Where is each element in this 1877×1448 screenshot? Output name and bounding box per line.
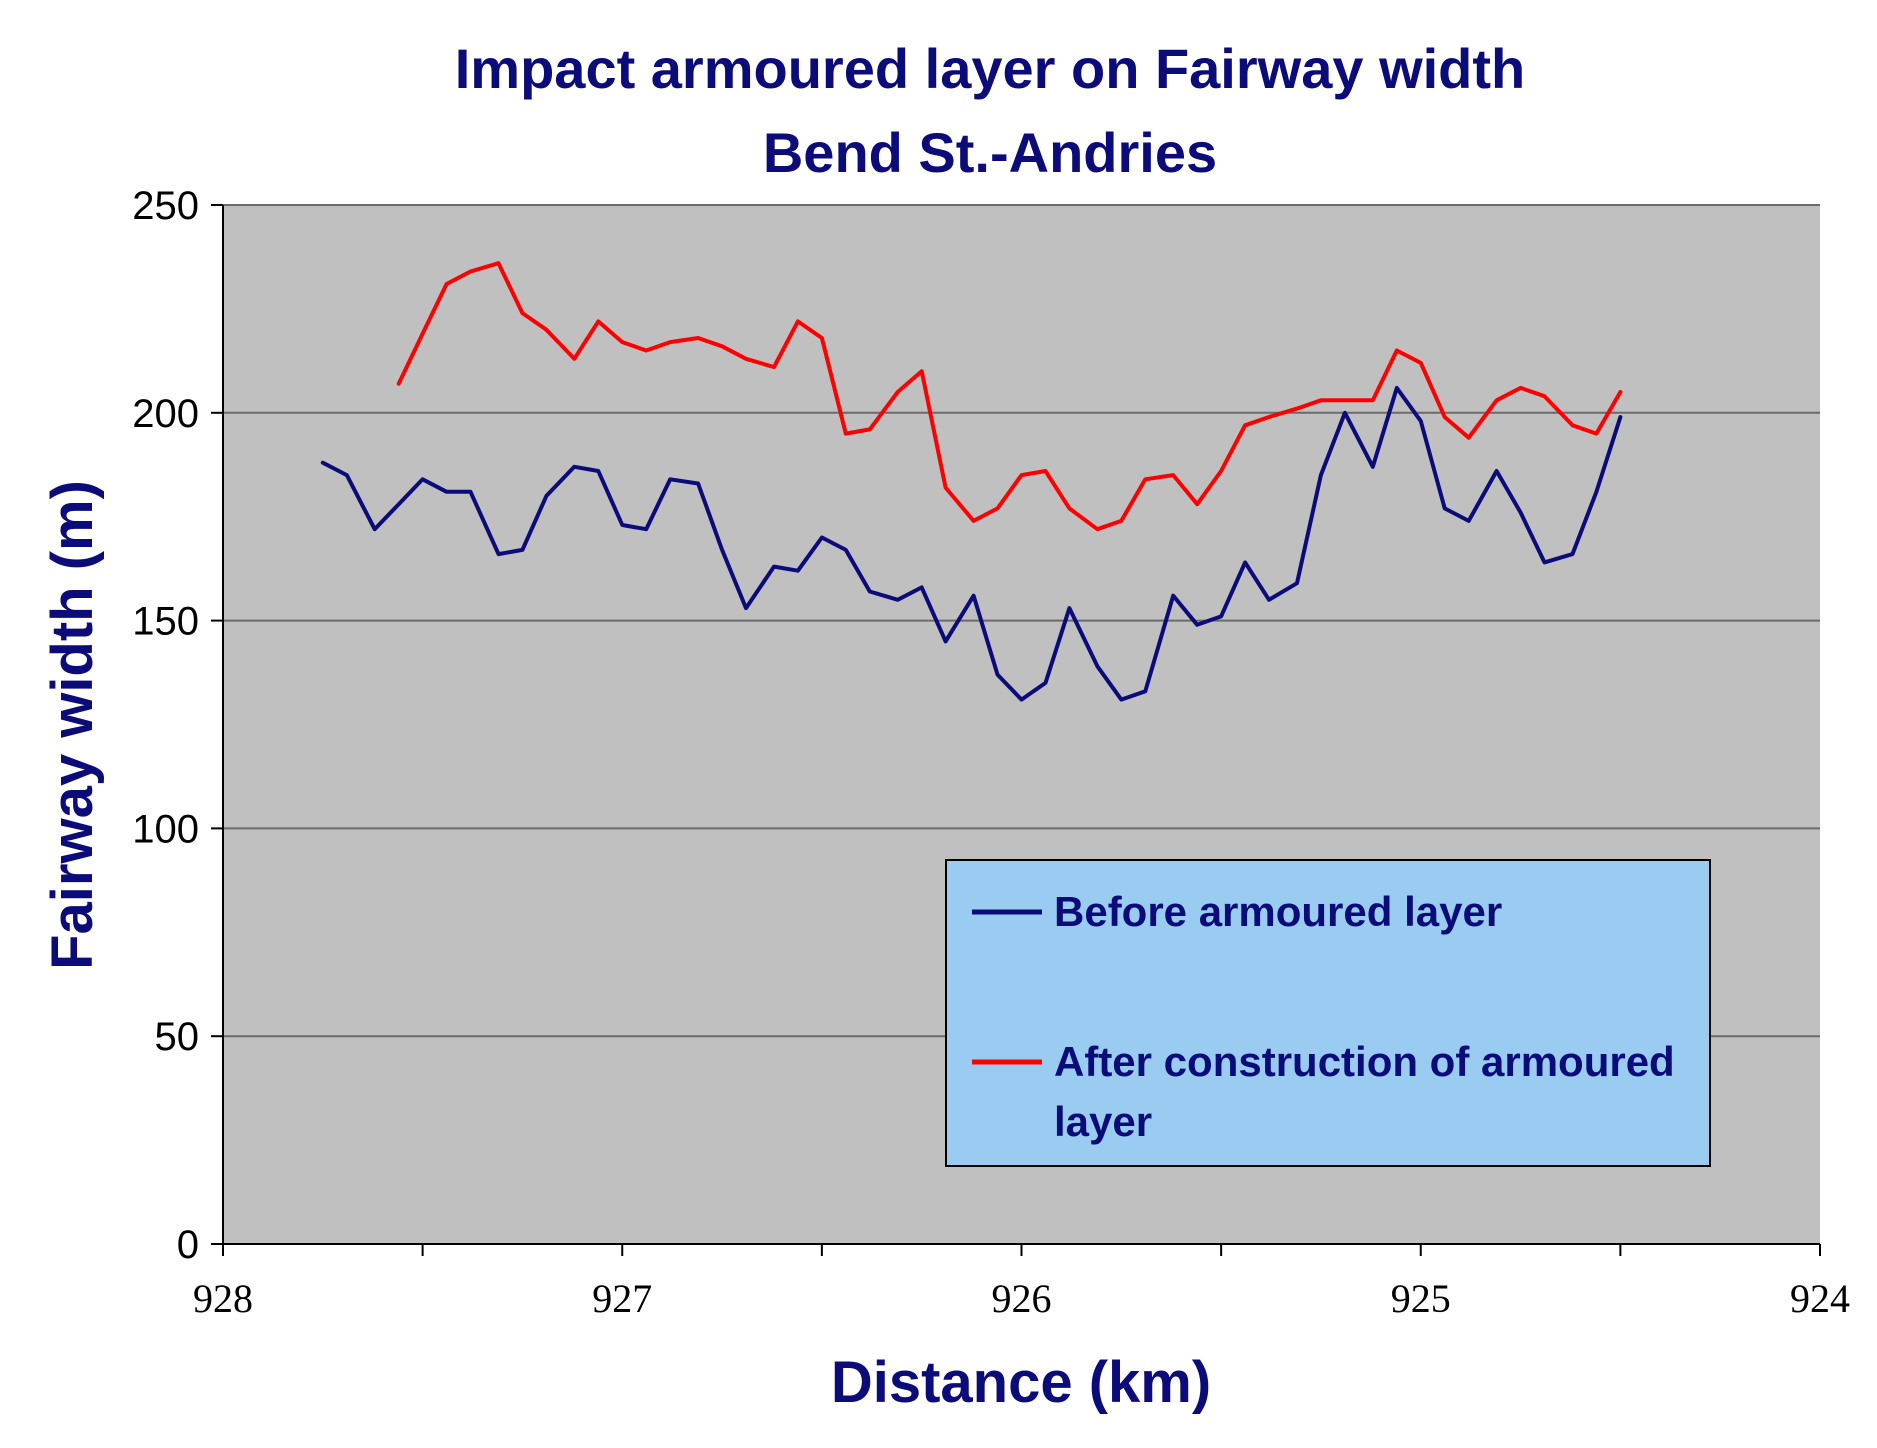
x-tick-label-928: 928 xyxy=(193,1276,253,1321)
axes xyxy=(211,204,1821,1256)
y-tick-label-200: 200 xyxy=(132,392,199,436)
y-tick-labels: 0 50 100 150 200 250 xyxy=(132,184,199,1267)
y-tick-label-100: 100 xyxy=(132,807,199,851)
legend-label-before: Before armoured layer xyxy=(1054,888,1502,935)
x-tick-label-925: 925 xyxy=(1391,1276,1451,1321)
y-tick-label-150: 150 xyxy=(132,600,199,644)
x-tick-label-927: 927 xyxy=(592,1276,652,1321)
y-tick-label-250: 250 xyxy=(132,184,199,228)
legend-box xyxy=(945,859,1711,1167)
series-lines xyxy=(320,261,1623,702)
legend-label-after-line-1: After construction of armoured xyxy=(1054,1038,1675,1085)
legend: Before armoured layer After construction… xyxy=(945,859,1711,1167)
x-tick-label-924: 924 xyxy=(1790,1276,1850,1321)
legend-label-after-line-2: layer xyxy=(1054,1098,1152,1145)
x-axis-title: Distance (km) xyxy=(831,1350,1211,1415)
y-tick-label-0: 0 xyxy=(177,1223,199,1267)
y-axis-title: Fairway width (m) xyxy=(40,480,105,970)
series-line-after xyxy=(396,261,1623,532)
x-tick-labels: 928 927 926 925 924 xyxy=(193,1276,1850,1321)
chart-title-line-1: Impact armoured layer on Fairway width xyxy=(455,37,1526,100)
y-tick-label-50: 50 xyxy=(155,1015,200,1059)
x-tick-label-926: 926 xyxy=(992,1276,1052,1321)
series-line-before xyxy=(320,385,1623,702)
chart-title-line-2: Bend St.-Andries xyxy=(763,121,1217,184)
